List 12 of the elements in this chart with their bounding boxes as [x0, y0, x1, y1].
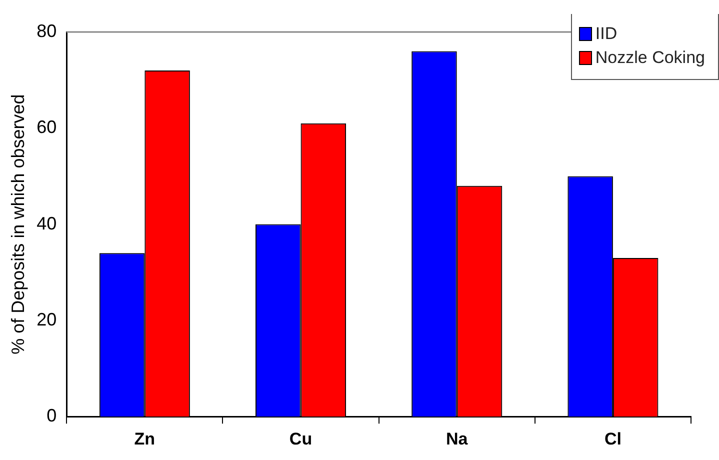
- y-tick-label: 80: [36, 20, 57, 41]
- legend-label: IID: [595, 24, 618, 44]
- x-tick-label: Zn: [134, 429, 156, 448]
- x-tick-label: Cu: [289, 429, 312, 448]
- y-tick-label: 0: [46, 406, 57, 426]
- y-tick-label: 60: [36, 117, 57, 138]
- y-tick-label: 20: [36, 309, 57, 330]
- x-tick-label: Na: [446, 429, 468, 448]
- legend-label: Nozzle Coking: [595, 48, 705, 68]
- y-axis-title: % of Deposits in which observed: [8, 94, 28, 354]
- x-tick-label: Cl: [604, 429, 622, 448]
- y-tick-label: 40: [36, 213, 57, 234]
